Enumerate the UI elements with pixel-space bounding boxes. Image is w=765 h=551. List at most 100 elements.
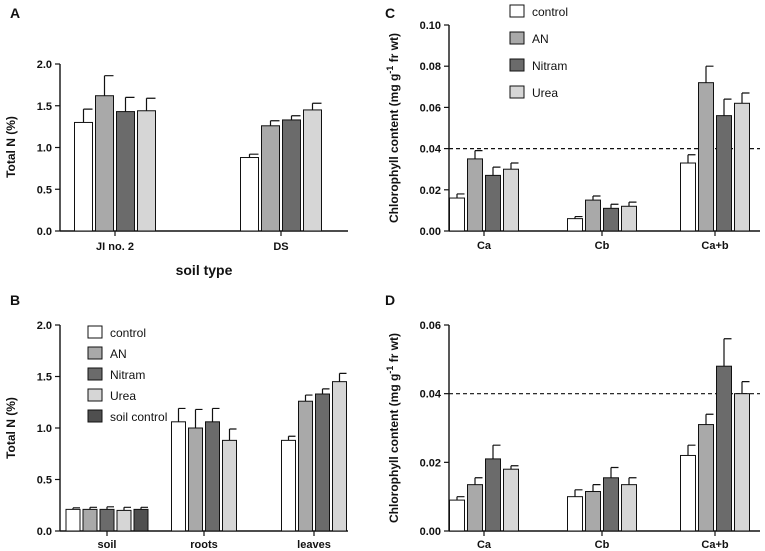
x-axis-title: soil type <box>176 262 233 278</box>
error-bar <box>123 506 131 511</box>
error-bar <box>741 381 750 394</box>
bar-nitram <box>603 477 619 532</box>
panel-letter: A <box>10 5 20 21</box>
y-tick-label: 1.5 <box>37 101 52 113</box>
legend-swatch <box>87 367 103 381</box>
bar-urea <box>332 381 347 532</box>
error-bar <box>211 407 220 422</box>
y-tick-label: 0.0 <box>37 526 52 538</box>
y-axis-title: Chlorophyll content (mg g-1 fr wt) <box>385 33 401 223</box>
legend-swatch <box>87 346 103 360</box>
y-tick-label: 0.04 <box>420 389 442 401</box>
bar-nitram <box>205 421 220 532</box>
legend-swatch <box>509 85 525 99</box>
bar-urea <box>621 205 637 232</box>
bar-nitram <box>315 393 330 532</box>
bar-an <box>298 400 313 532</box>
y-tick-label: 0.02 <box>420 457 441 469</box>
error-bar <box>106 506 114 510</box>
y-axis-title: Chlorophyll content (mg g-1 fr wt) <box>385 333 401 523</box>
panel-a: A 0.0 0.5 1.0 1.5 2.0 JI no. 2 DS Total N (%) soi… <box>4 5 348 278</box>
bar-control <box>281 439 296 532</box>
error-bar <box>705 65 714 83</box>
error-bar <box>194 408 203 428</box>
bar-an <box>698 82 714 232</box>
error-bar <box>456 496 465 501</box>
error-bar <box>177 407 186 422</box>
error-bar <box>269 120 280 126</box>
x-category-label: DS <box>273 241 288 253</box>
y-tick-label: 1.0 <box>37 423 52 435</box>
legend-swatch <box>87 388 103 402</box>
error-bar <box>687 444 696 456</box>
error-bar <box>592 484 601 492</box>
error-bar <box>628 477 637 485</box>
error-bar <box>510 162 519 170</box>
bar-control <box>680 162 696 232</box>
bar-control <box>65 508 81 532</box>
y-tick-label: 0.00 <box>420 526 441 538</box>
x-category-label: Ca <box>477 240 492 252</box>
bar-urea <box>137 110 156 232</box>
error-bar <box>228 428 237 441</box>
y-tick-label: 0.5 <box>37 184 52 196</box>
y-axis-title: Total N (%) <box>4 116 18 178</box>
panel-b: B 0.0 0.5 1.0 1.5 2.0 soil roots leaves Total N (… <box>4 292 348 551</box>
bar-control <box>74 121 93 232</box>
error-bar <box>610 203 619 209</box>
legend-label: Urea <box>532 86 558 100</box>
bar-nitram <box>485 174 501 232</box>
error-bar <box>592 195 601 201</box>
bar-control <box>567 218 583 232</box>
y-tick-label: 2.0 <box>37 59 52 71</box>
error-bar <box>628 201 637 207</box>
legend-swatch <box>87 409 103 423</box>
legend-label: control <box>110 326 146 340</box>
bar-an <box>698 424 714 532</box>
bar-control <box>449 197 465 232</box>
bar-nitram <box>116 111 135 232</box>
legend: control AN Nitram Urea <box>509 4 568 100</box>
error-bar <box>82 108 93 123</box>
bar-an <box>261 125 280 232</box>
legend-label: Nitram <box>532 59 567 73</box>
error-bar <box>287 435 296 441</box>
bar-urea <box>222 439 237 532</box>
bar-nitram <box>716 365 732 532</box>
error-bar <box>574 489 583 497</box>
error-bar <box>72 507 80 510</box>
x-category-label: JI no. 2 <box>96 241 134 253</box>
bar-control <box>567 496 583 532</box>
legend-label: AN <box>110 347 127 361</box>
legend-swatch <box>87 325 103 339</box>
bar-an <box>585 199 601 232</box>
y-tick-label: 0.02 <box>420 185 441 197</box>
bar-control <box>240 157 259 232</box>
error-bar <box>574 215 583 219</box>
error-bar <box>321 388 330 395</box>
panel-letter: B <box>10 292 20 308</box>
bar-control <box>680 454 696 532</box>
bar-urea <box>734 102 750 232</box>
bar-urea <box>303 109 322 232</box>
legend-label: Nitram <box>110 368 145 382</box>
bar-nitram <box>282 119 301 232</box>
error-bar <box>510 465 519 470</box>
panel-letter: D <box>385 292 395 308</box>
error-bar <box>456 193 465 199</box>
x-category-label: Cb <box>595 539 610 551</box>
y-tick-label: 0.08 <box>420 61 441 73</box>
y-tick-label: 0.00 <box>420 226 441 238</box>
error-bar <box>304 394 313 402</box>
bar-an <box>467 158 483 232</box>
x-category-label: leaves <box>297 539 331 551</box>
legend-label: soil control <box>110 410 167 424</box>
error-bar <box>723 338 732 367</box>
y-tick-label: 0.5 <box>37 475 52 487</box>
y-tick-label: 0.10 <box>420 20 441 32</box>
bar-nitram <box>99 508 115 532</box>
error-bar <box>145 97 156 111</box>
legend-label: AN <box>532 32 549 46</box>
y-tick-label: 0.06 <box>420 320 441 332</box>
